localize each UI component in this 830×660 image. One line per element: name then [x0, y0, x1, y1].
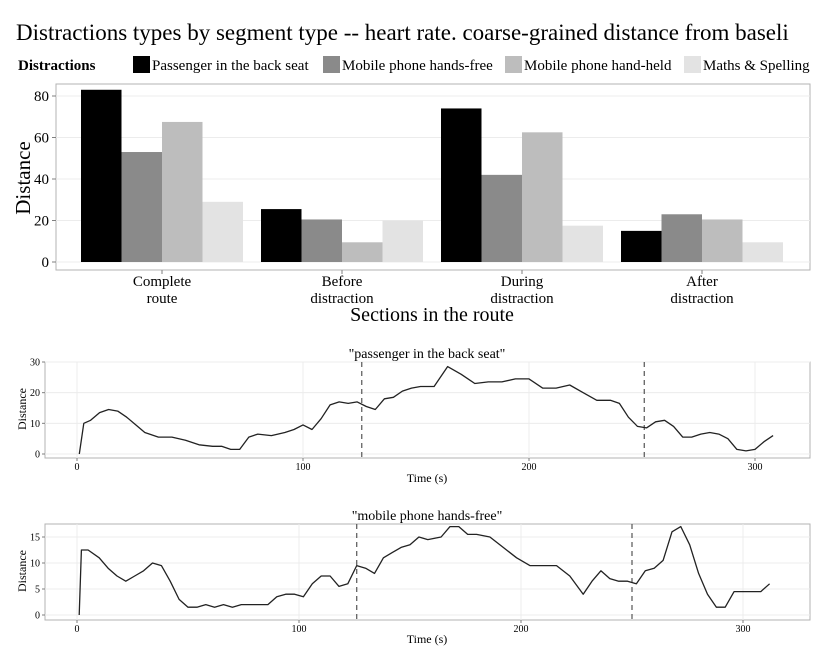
- line-plot-panel: [44, 523, 811, 621]
- bar-x-tick-label: Complete: [133, 274, 192, 290]
- line1-x-axis-label: Time (s): [407, 471, 448, 485]
- line2-x-axis-label: Time (s): [407, 632, 448, 646]
- bar: [342, 242, 383, 262]
- bar: [301, 219, 342, 262]
- bar-x-tick-label: distraction: [310, 291, 374, 307]
- bar-x-tick-label: After: [686, 274, 718, 290]
- legend-label-passenger: Passenger in the back seat: [152, 58, 309, 74]
- bar-x-tick-label: route: [147, 291, 178, 307]
- legend-title: Distractions: [18, 58, 96, 74]
- bar-y-axis-label: Distance: [11, 141, 35, 214]
- bar-y-tick-label: 40: [34, 172, 49, 188]
- line-x-tick-label: 0: [75, 462, 80, 473]
- series-line: [78, 525, 771, 616]
- legend: Distractions Passenger in the back seat …: [18, 56, 810, 74]
- line-y-tick-label: 30: [30, 358, 40, 369]
- line1-title: "passenger in the back seat": [349, 347, 506, 362]
- bar-x-tick-label: Before: [322, 274, 363, 290]
- bar-x-tick-label: distraction: [670, 291, 734, 307]
- legend-label-hands-free: Mobile phone hands-free: [342, 58, 493, 74]
- line-x-tick-label: 100: [292, 624, 307, 635]
- line1-y-axis-label: Distance: [15, 388, 29, 430]
- legend-swatch-hands-free: [323, 56, 340, 73]
- line-x-tick-label: 300: [748, 462, 763, 473]
- line2-title: "mobile phone hands-free": [352, 509, 503, 524]
- bar-x-axis-label: Sections in the route: [350, 304, 514, 326]
- bar: [261, 209, 302, 262]
- bar: [621, 230, 662, 262]
- chart-title: Distractions types by segment type -- he…: [16, 20, 789, 45]
- bar: [661, 214, 702, 262]
- legend-label-maths: Maths & Spelling: [703, 58, 810, 74]
- bar: [121, 152, 162, 262]
- legend-swatch-hand-held: [505, 56, 522, 73]
- line-y-tick-label: 10: [30, 419, 40, 430]
- line-x-tick-label: 200: [522, 462, 537, 473]
- bar-y-tick-label: 60: [34, 131, 49, 147]
- bar: [742, 242, 783, 262]
- bar-y-tick-label: 20: [34, 214, 49, 230]
- bar: [441, 108, 482, 262]
- bar-y-tick-label: 80: [34, 89, 49, 105]
- line-y-tick-label: 10: [30, 559, 40, 570]
- bar: [81, 89, 122, 263]
- line-x-tick-label: 300: [736, 624, 751, 635]
- bar: [382, 220, 423, 262]
- line-x-tick-label: 100: [296, 462, 311, 473]
- bar-x-tick-label: During: [501, 274, 544, 290]
- bar: [522, 132, 563, 262]
- legend-swatch-maths: [684, 56, 701, 73]
- line-y-tick-label: 0: [35, 450, 40, 461]
- bar-y-tick-label: 0: [42, 255, 50, 271]
- bar-chart: 020406080CompleterouteBeforedistractionD…: [34, 83, 811, 307]
- line-y-tick-label: 20: [30, 388, 40, 399]
- bar: [202, 201, 243, 262]
- line-x-tick-label: 0: [75, 624, 80, 635]
- line-plot-panel: [44, 361, 811, 459]
- bar: [162, 121, 203, 262]
- line2-y-axis-label: Distance: [15, 550, 29, 592]
- series-line: [78, 365, 774, 455]
- legend-swatch-passenger: [133, 56, 150, 73]
- line-x-tick-label: 200: [514, 624, 529, 635]
- bar: [562, 225, 603, 262]
- line-chart-hands-free: 0 5 10 15 0 100 200 300: [30, 523, 811, 635]
- line-y-tick-label: 15: [30, 533, 40, 544]
- legend-label-hand-held: Mobile phone hand-held: [524, 58, 672, 74]
- bar: [481, 174, 522, 262]
- line-y-tick-label: 0: [35, 611, 40, 622]
- line-y-tick-label: 5: [35, 585, 40, 596]
- bar: [702, 219, 743, 262]
- bar-x-tick-label: distraction: [490, 291, 554, 307]
